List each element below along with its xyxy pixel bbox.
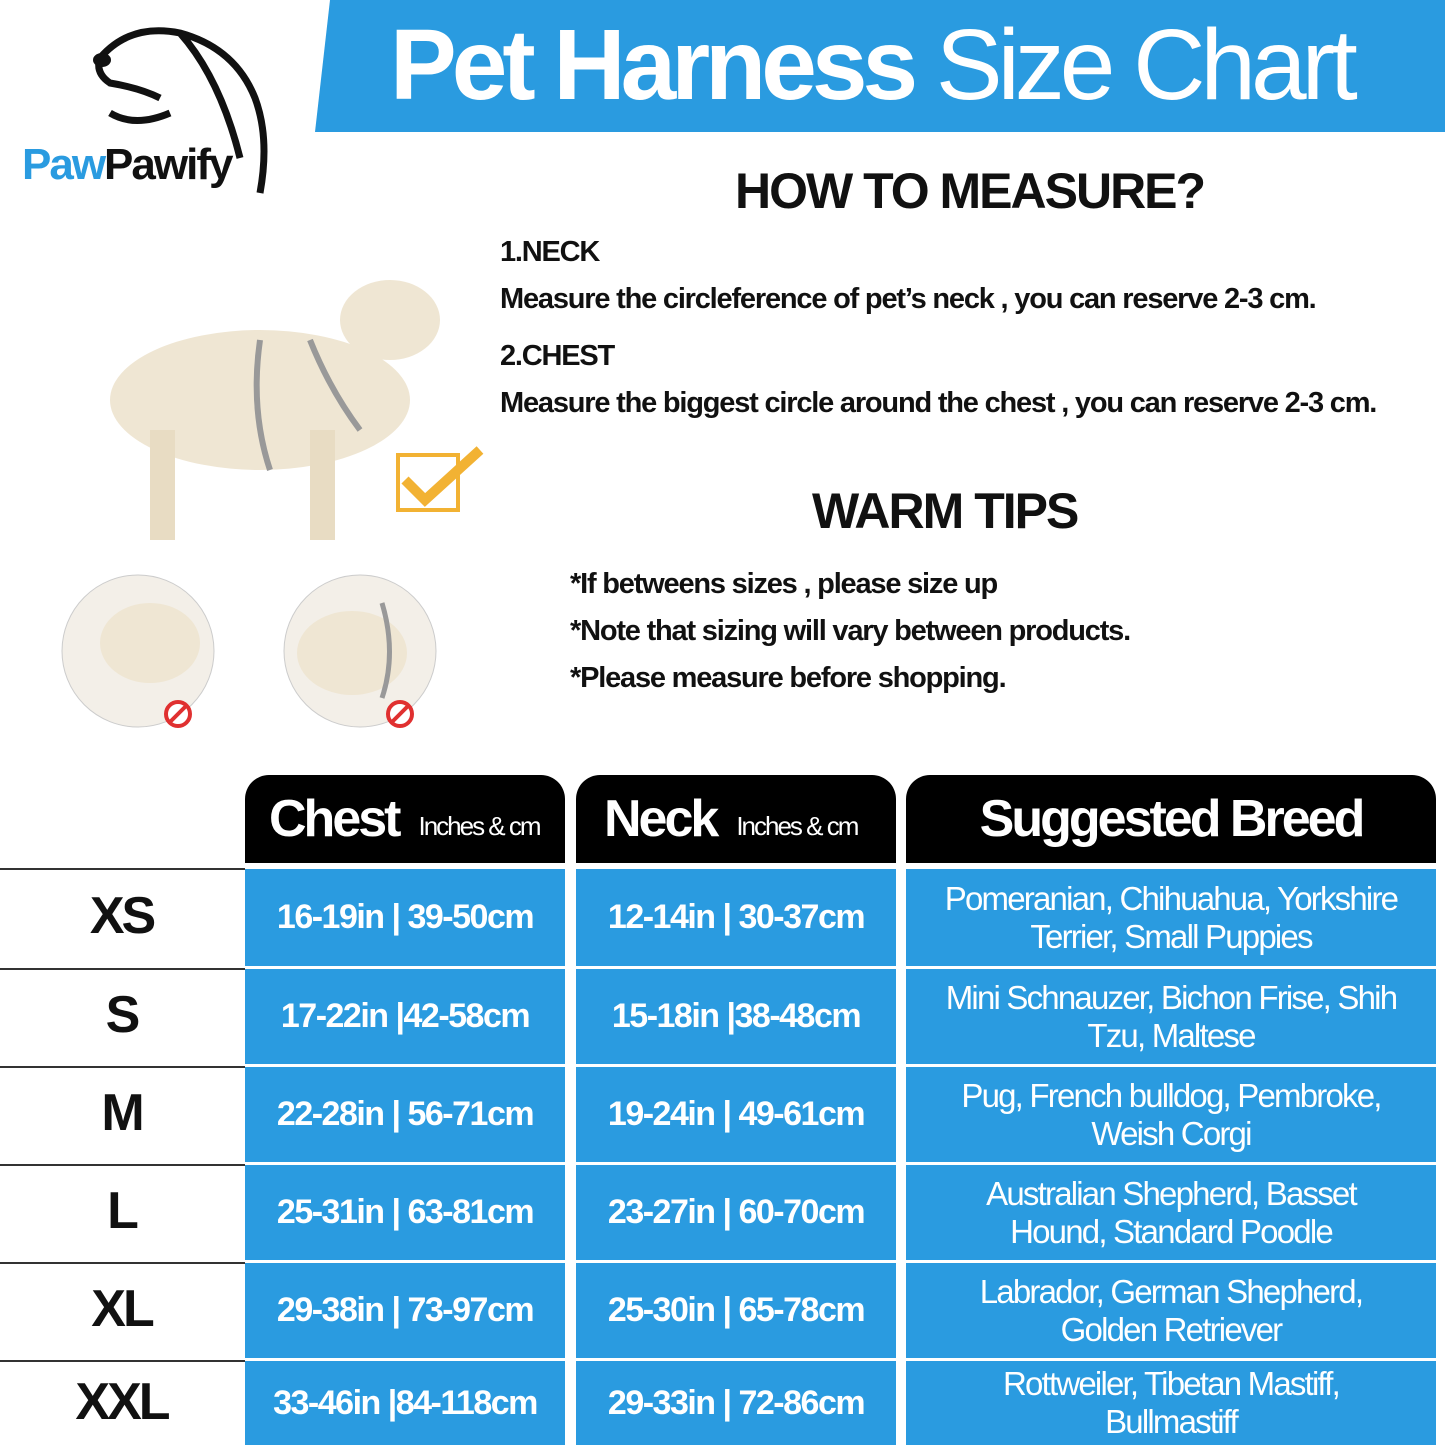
breed-cell: Rottweiler, Tibetan Mastiff, Bullmastiff: [906, 1358, 1436, 1445]
breed-cell-text: Rottweiler, Tibetan Mastiff, Bullmastiff: [1003, 1365, 1341, 1440]
tip-item: *Please measure before shopping.: [570, 662, 1007, 694]
warm-tips-heading: WARM TIPS: [812, 483, 1079, 539]
breed-cell: Australian Shepherd, Basset Hound, Stand…: [906, 1162, 1436, 1260]
row-divider: [0, 868, 245, 870]
breed-cell-text: Mini Schnauzer, Bichon Frise, Shih Tzu, …: [945, 978, 1398, 1054]
checkmark-box-icon: [396, 453, 460, 512]
row-divider: [0, 1066, 245, 1068]
chest-cell-text: 22-28in | 56-71cm: [276, 1095, 535, 1133]
neck-instruction: Measure the circleference of pet’s neck …: [500, 283, 1317, 315]
chest-cell: 16-19in | 39-50cm: [245, 866, 565, 966]
neck-cell-text: 12-14in | 30-37cm: [607, 898, 866, 936]
breed-cell-text: Labrador, German Shepherd, Golden Retrie…: [979, 1272, 1364, 1348]
breed-cell-text: Pug, French bulldog, Pembroke, Weish Cor…: [961, 1076, 1382, 1152]
chest-column-header: Chest Inches & cm: [245, 775, 565, 863]
row-divider: [0, 1164, 245, 1166]
row-divider: [0, 1262, 245, 1264]
breed-cell-text: Pomeranian, Chihuahua, Yorkshire Terrier…: [944, 879, 1399, 955]
size-label: XS: [89, 887, 156, 945]
chest-cell-text: 16-19in | 39-50cm: [276, 898, 535, 936]
title-banner: [315, 0, 1445, 132]
neck-cell: 25-30in | 65-78cm: [576, 1260, 896, 1358]
neck-cell-text: 15-18in |38-48cm: [611, 997, 862, 1035]
tip-item: *If betweens sizes , please size up: [570, 568, 998, 600]
chest-cell-text: 33-46in |84-118cm: [273, 1383, 538, 1422]
page-title: Pet Harness Size Chart: [390, 8, 1358, 123]
neck-cell: 12-14in | 30-37cm: [576, 866, 896, 966]
breed-cell-text: Australian Shepherd, Basset Hound, Stand…: [986, 1174, 1357, 1250]
dog-silhouette-icon: [93, 27, 268, 194]
size-label: M: [101, 1084, 144, 1142]
wrong-neck-position-image: [61, 574, 215, 728]
breed-column-header: Suggested Breed: [906, 775, 1436, 863]
chest-cell-text: 17-22in |42-58cm: [280, 997, 531, 1035]
tip-item: *Note that sizing will vary between prod…: [570, 615, 1131, 647]
breed-cell: Pug, French bulldog, Pembroke, Weish Cor…: [906, 1064, 1436, 1162]
chest-label: 2.CHEST: [500, 340, 615, 372]
neck-cell-text: 29-33in | 72-86cm: [607, 1383, 866, 1422]
brand-logo: PawPawify: [22, 140, 233, 189]
row-divider: [0, 1360, 245, 1362]
neck-cell-text: 19-24in | 49-61cm: [607, 1095, 866, 1133]
chest-cell: 33-46in |84-118cm: [245, 1358, 565, 1445]
how-to-measure-heading: HOW TO MEASURE?: [735, 163, 1206, 219]
chest-cell: 29-38in | 73-97cm: [245, 1260, 565, 1358]
title-light: Size Chart: [935, 9, 1358, 121]
neck-cell: 29-33in | 72-86cm: [576, 1358, 896, 1445]
breed-cell: Labrador, German Shepherd, Golden Retrie…: [906, 1260, 1436, 1358]
neck-cell-text: 25-30in | 65-78cm: [607, 1291, 866, 1329]
chest-cell-text: 29-38in | 73-97cm: [276, 1291, 535, 1329]
breed-cell: Mini Schnauzer, Bichon Frise, Shih Tzu, …: [906, 966, 1436, 1064]
chest-instruction: Measure the biggest circle around the ch…: [500, 387, 1377, 419]
row-divider: [0, 968, 245, 970]
dog-with-harness-image: [110, 280, 484, 540]
neck-cell: 15-18in |38-48cm: [576, 966, 896, 1064]
neck-column-header: Neck Inches & cm: [576, 775, 896, 863]
neck-label: 1.NECK: [500, 236, 600, 268]
chest-cell: 22-28in | 56-71cm: [245, 1064, 565, 1162]
size-label: S: [105, 986, 141, 1044]
size-label: XL: [91, 1280, 154, 1338]
size-label: L: [107, 1182, 139, 1240]
chest-cell-text: 25-31in | 63-81cm: [276, 1193, 535, 1231]
title-bold: Pet Harness: [390, 9, 918, 121]
neck-cell: 19-24in | 49-61cm: [576, 1064, 896, 1162]
breed-cell: Pomeranian, Chihuahua, Yorkshire Terrier…: [906, 866, 1436, 966]
wrong-chest-position-image: [283, 574, 437, 728]
neck-cell: 23-27in | 60-70cm: [576, 1162, 896, 1260]
size-label: XXL: [75, 1372, 170, 1431]
chest-cell: 25-31in | 63-81cm: [245, 1162, 565, 1260]
chest-cell: 17-22in |42-58cm: [245, 966, 565, 1064]
neck-cell-text: 23-27in | 60-70cm: [607, 1193, 866, 1231]
